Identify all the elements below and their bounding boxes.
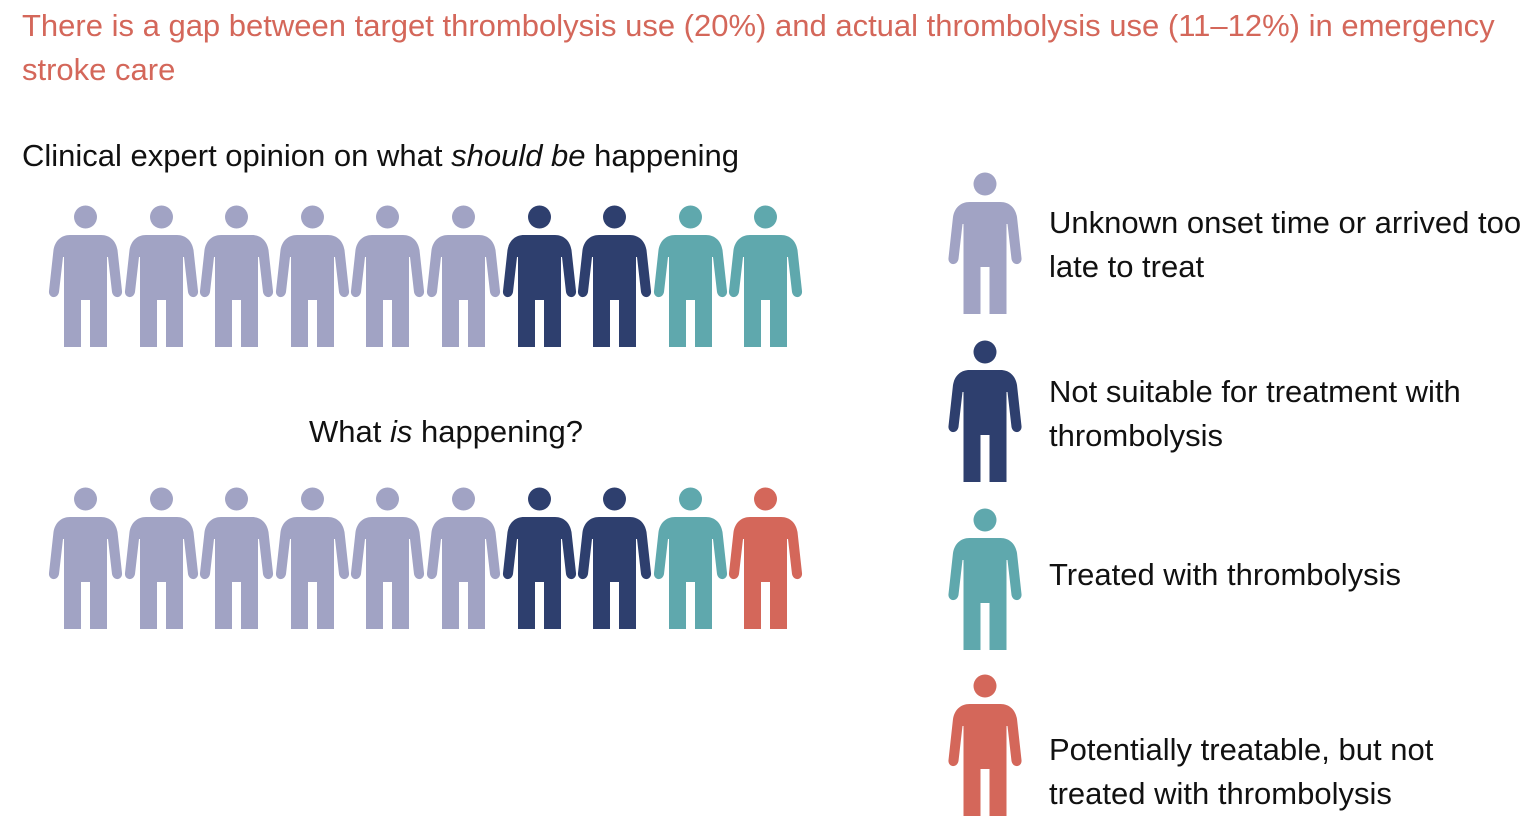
person-icon — [124, 205, 199, 347]
person-icon — [945, 172, 1025, 314]
legend-label-treated: Treated with thrombolysis — [1049, 557, 1402, 592]
expert-heading-text-after: happening — [585, 138, 739, 173]
person-icon — [350, 487, 425, 629]
person-icon — [199, 205, 274, 347]
legend-label-not-treated: Potentially treatable, but not treated w… — [1049, 732, 1434, 811]
person-icon — [945, 340, 1025, 482]
person-icon — [350, 205, 425, 347]
person-icon — [275, 487, 350, 629]
expert-heading-emphasis: should be — [451, 138, 586, 173]
actual-heading: What is happening? — [309, 410, 583, 454]
person-icon — [426, 205, 501, 347]
person-icon — [728, 487, 803, 629]
person-icon — [502, 205, 577, 347]
person-icon — [275, 205, 350, 347]
person-icon — [577, 205, 652, 347]
legend-label-unknown-onset: Unknown onset time or arrived too late t… — [1049, 205, 1522, 284]
person-icon — [577, 487, 652, 629]
person-icon — [502, 487, 577, 629]
actual-heading-emphasis: is — [389, 414, 413, 449]
actual-heading-text-after: happening? — [412, 414, 584, 449]
expert-opinion-figure-row — [48, 205, 808, 347]
expert-opinion-heading: Clinical expert opinion on what should b… — [22, 134, 739, 178]
actual-heading-text-before: What — [309, 414, 390, 449]
page-title: There is a gap between target thrombolys… — [22, 8, 1495, 87]
person-icon — [945, 508, 1025, 650]
expert-heading-text-before: Clinical expert opinion on what — [22, 138, 452, 173]
person-icon — [199, 487, 274, 629]
person-icon — [653, 205, 728, 347]
person-icon — [124, 487, 199, 629]
person-icon — [653, 487, 728, 629]
person-icon — [48, 487, 123, 629]
person-icon — [48, 205, 123, 347]
person-icon — [945, 674, 1025, 816]
legend: Unknown onset time or arrived too late t… — [945, 0, 1533, 822]
person-icon — [426, 487, 501, 629]
actual-figure-row — [48, 487, 808, 629]
person-icon — [728, 205, 803, 347]
legend-label-not-suitable: Not suitable for treatment with thrombol… — [1049, 374, 1461, 453]
